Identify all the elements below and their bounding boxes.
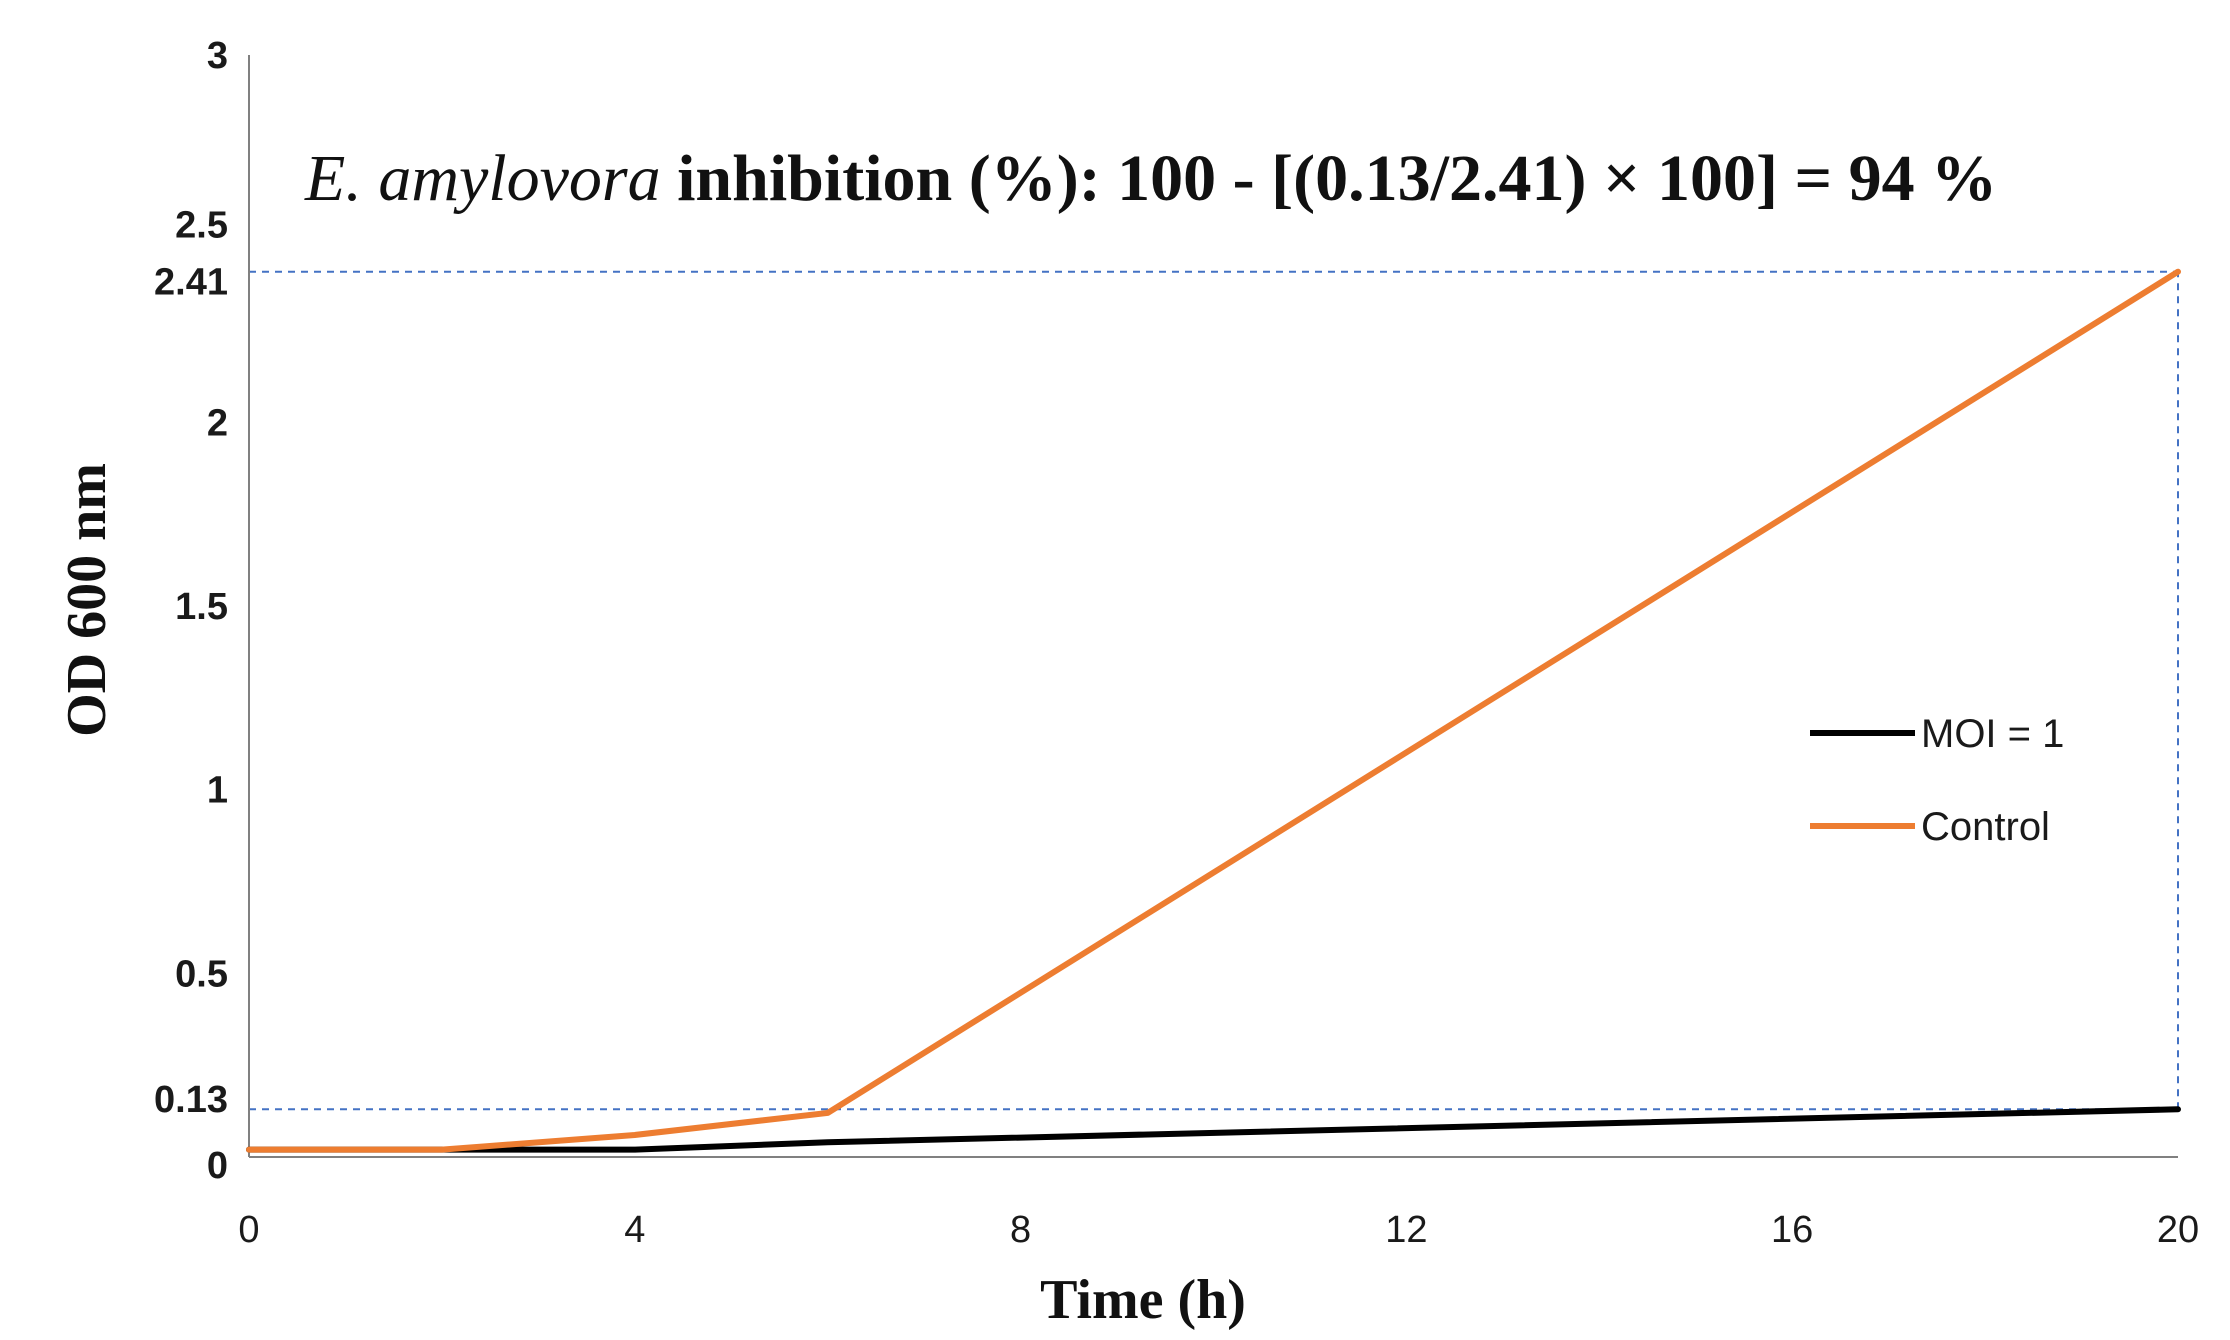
- y-tick-label-8: 3: [207, 35, 228, 77]
- x-tick-labels: 0 4 8 12 16 20: [238, 1209, 2199, 1251]
- axes: [248, 55, 2178, 1158]
- y-tick-label-0: 0: [207, 1145, 228, 1187]
- y-tick-label-3: 1: [207, 770, 228, 812]
- reference-lines: [249, 270, 2179, 1111]
- y-tick-label-6: 2.41: [154, 262, 228, 304]
- x-axis-title: Time (h): [1040, 1269, 1246, 1331]
- inhibition-annotation: E. amylovora inhibition (%): 100 - [(0.1…: [304, 142, 1997, 215]
- legend-label-control: Control: [1921, 805, 2050, 849]
- y-tick-label-4: 1.5: [175, 586, 228, 628]
- x-tick-label-5: 20: [2157, 1209, 2199, 1251]
- x-tick-label-1: 4: [624, 1209, 645, 1251]
- y-tick-label-5: 2: [207, 402, 228, 444]
- x-tick-label-3: 12: [1385, 1209, 1427, 1251]
- y-tick-label-7: 2.5: [175, 205, 228, 247]
- y-tick-label-1: 0.13: [154, 1079, 228, 1121]
- x-tick-label-0: 0: [238, 1209, 259, 1251]
- annotation-species: E. amylovora: [304, 142, 661, 215]
- legend-label-moi: MOI = 1: [1921, 712, 2064, 756]
- legend: MOI = 1 Control: [1810, 712, 2064, 849]
- y-axis-title: OD 600 nm: [56, 463, 118, 737]
- y-tick-labels: 0 0.13 0.5 1 1.5 2 2.41 2.5 3: [154, 35, 228, 1187]
- x-tick-label-2: 8: [1010, 1209, 1031, 1251]
- y-tick-label-2: 0.5: [175, 953, 228, 995]
- annotation-formula: inhibition (%): 100 - [(0.13/2.41) × 100…: [661, 142, 1998, 215]
- x-tick-label-4: 16: [1771, 1209, 1813, 1251]
- series-line-control: [246, 268, 2181, 1153]
- series: [246, 268, 2181, 1153]
